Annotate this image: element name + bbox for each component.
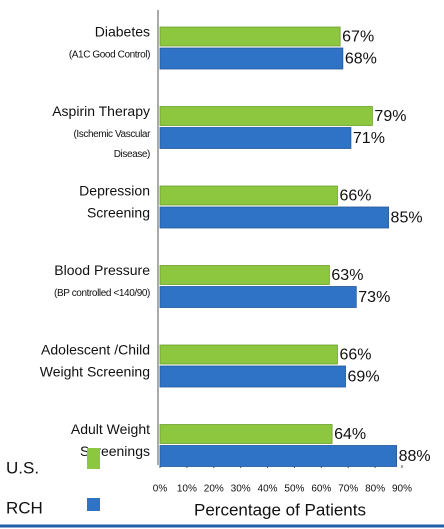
value-label: 64% bbox=[334, 426, 366, 443]
value-label: 68% bbox=[345, 51, 377, 68]
bar bbox=[159, 286, 357, 308]
legend-swatch bbox=[87, 498, 100, 511]
category-note: Disease) bbox=[114, 149, 150, 160]
x-tick-label: 0% bbox=[153, 484, 168, 495]
category-label: Blood Pressure bbox=[54, 262, 150, 278]
category-note: (Ischemic Vascular bbox=[73, 129, 151, 140]
bar bbox=[159, 185, 338, 206]
x-tick-label: 60% bbox=[311, 484, 331, 495]
bar bbox=[159, 206, 389, 229]
category-label: Weight Screening bbox=[40, 364, 150, 380]
bar bbox=[159, 127, 352, 149]
x-tick-label: 70% bbox=[338, 484, 358, 495]
category-label: Adult Weight bbox=[71, 421, 150, 437]
value-label: 66% bbox=[339, 188, 371, 205]
value-label: 66% bbox=[339, 347, 371, 364]
x-tick-label: 20% bbox=[204, 484, 224, 495]
value-label: 85% bbox=[391, 210, 423, 227]
bar bbox=[159, 265, 330, 285]
value-label: 73% bbox=[358, 289, 390, 306]
value-label: 63% bbox=[331, 267, 363, 284]
category-label: Screening bbox=[87, 205, 150, 221]
category-note: (BP controlled <140/90) bbox=[54, 288, 150, 299]
bar bbox=[159, 106, 373, 126]
x-tick-label: 40% bbox=[258, 484, 278, 495]
value-label: 88% bbox=[399, 448, 431, 465]
value-label: 71% bbox=[353, 130, 385, 147]
category-label: Aspirin Therapy bbox=[52, 103, 150, 119]
x-axis-title: Percentage of Patients bbox=[194, 500, 366, 519]
value-label: 67% bbox=[342, 29, 374, 46]
bar bbox=[159, 47, 344, 70]
value-label: 79% bbox=[374, 108, 406, 125]
x-tick-label: 30% bbox=[231, 484, 251, 495]
category-label: Depression bbox=[79, 183, 150, 199]
bar bbox=[159, 365, 346, 388]
legend-label: RCH bbox=[6, 498, 43, 517]
category-note: (A1C Good Control) bbox=[69, 50, 150, 61]
bar bbox=[159, 445, 398, 467]
category-label: Diabetes bbox=[95, 24, 150, 40]
bar bbox=[159, 424, 333, 444]
value-label: 69% bbox=[348, 369, 380, 386]
bar bbox=[159, 344, 338, 365]
legend-swatch bbox=[87, 448, 100, 469]
legend-label: U.S. bbox=[6, 458, 39, 477]
bar bbox=[159, 26, 341, 47]
x-tick-label: 10% bbox=[177, 484, 197, 495]
x-tick-label: 80% bbox=[365, 484, 385, 495]
category-label: Adolescent /Child bbox=[41, 342, 150, 358]
x-tick-label: 50% bbox=[284, 484, 304, 495]
x-tick-label: 90% bbox=[392, 484, 412, 495]
